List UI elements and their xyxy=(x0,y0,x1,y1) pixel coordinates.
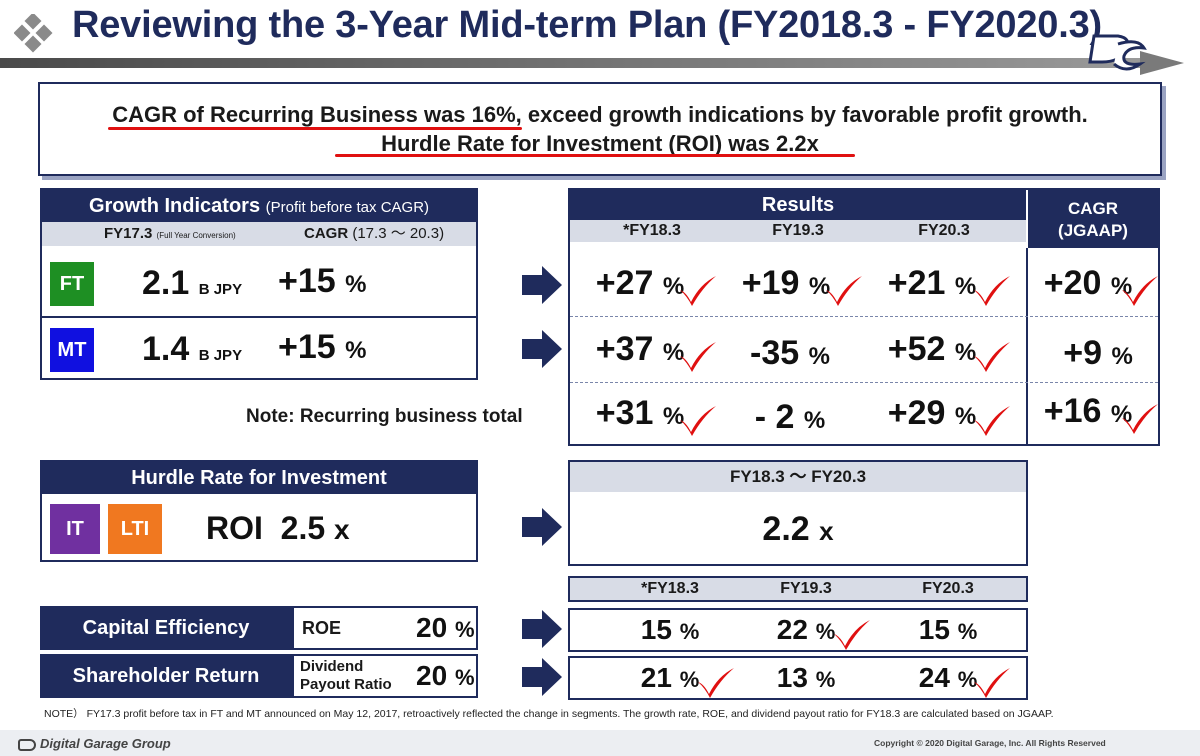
segment-ft-badge: FT xyxy=(50,262,94,306)
roe-target-box: ROE 20 % xyxy=(292,606,478,650)
title-arrow-icon xyxy=(1140,51,1184,75)
right-arrow-icon xyxy=(522,266,562,304)
ft-value: 2.1 B JPY xyxy=(142,264,243,302)
col-fy18: *FY18.3 xyxy=(641,580,699,597)
check-icon xyxy=(972,340,1012,372)
growth-indicators-header: Growth Indicators (Profit before tax CAG… xyxy=(42,190,476,222)
right-arrow-icon xyxy=(522,508,562,546)
summary-box: CAGR of Recurring Business was 16%, exce… xyxy=(38,82,1162,176)
footnote: NOTE） FY17.3 profit before tax in FT and… xyxy=(44,708,1054,720)
recurring-note: Note: Recurring business total xyxy=(246,406,523,427)
up-arrow-icon xyxy=(404,502,446,556)
shareholder-return-label: Shareholder Return xyxy=(40,654,292,698)
hurdle-result-box: FY18.3 ～ FY20.3 2.2 x xyxy=(568,460,1028,566)
col-fy18: *FY18.3 xyxy=(623,222,681,239)
mt-value: 1.4 B JPY xyxy=(142,330,243,368)
summary-line-1-rest: exceed growth indications by favorable p… xyxy=(521,102,1088,127)
mt-cagr: +15 % xyxy=(278,328,367,366)
payout-label: Dividend Payout Ratio xyxy=(300,658,392,693)
right-arrow-icon xyxy=(522,610,562,648)
dg-logo-icon xyxy=(1088,34,1147,71)
result-cell: - 2 % xyxy=(754,398,826,436)
col-fy19: FY19.3 xyxy=(772,222,824,239)
results-column-headers: *FY18.3 FY19.3 FY20.3 xyxy=(570,220,1026,242)
check-icon xyxy=(972,274,1012,306)
check-icon xyxy=(824,274,864,306)
title-diamond-icon xyxy=(14,14,53,53)
payout-target: 20 % xyxy=(416,660,475,691)
results-header: Results xyxy=(570,190,1026,220)
summary-line-1: CAGR of Recurring Business was 16%, exce… xyxy=(108,100,1088,130)
growth-indicators-panel: Growth Indicators (Profit before tax CAG… xyxy=(40,188,478,380)
result-cell: -35 % xyxy=(750,334,830,372)
footer-company: Digital Garage Group xyxy=(18,736,171,751)
roe-cell: 22 % xyxy=(776,614,836,645)
result-cell: +29 % xyxy=(887,394,977,432)
payout-results-row: 21 % 13 % 24 % xyxy=(568,656,1028,700)
cagr-jgaap-header: CAGR (JGAAP) xyxy=(1028,190,1158,248)
payout-target-box: Dividend Payout Ratio 20 % xyxy=(292,654,478,698)
summary-line-2: Hurdle Rate for Investment (ROI) was 2.2… xyxy=(335,129,855,158)
check-icon xyxy=(1120,274,1160,306)
check-icon xyxy=(972,404,1012,436)
result-cell: +27 % xyxy=(595,264,685,302)
row-divider xyxy=(42,316,476,318)
right-arrow-icon xyxy=(522,330,562,368)
check-icon xyxy=(678,404,718,436)
segment-lti-badge: LTI xyxy=(108,504,162,554)
check-icon xyxy=(696,666,736,698)
result-cell: +31 % xyxy=(595,394,685,432)
hurdle-period-header: FY18.3 ～ FY20.3 xyxy=(570,462,1026,492)
bottom-column-headers: *FY18.3 FY19.3 FY20.3 xyxy=(568,576,1028,602)
check-icon xyxy=(832,618,872,650)
copyright: Copyright © 2020 Digital Garage, Inc. Al… xyxy=(874,738,1106,748)
payout-cell: 21 % xyxy=(640,662,700,693)
row-divider xyxy=(570,382,1158,383)
roe-cell: 15 % xyxy=(918,614,978,645)
col-fy19: FY19.3 xyxy=(780,580,832,597)
footer-bar xyxy=(0,730,1200,756)
growth-indicators-subheader: FY17.3 (Full Year Conversion) CAGR (17.3… xyxy=(42,222,476,246)
hurdle-rate-panel: Hurdle Rate for Investment IT LTI ROI 2.… xyxy=(40,460,478,562)
col-fy20: FY20.3 xyxy=(918,222,970,239)
roe-target: 20 % xyxy=(416,612,475,643)
up-arrow-icon xyxy=(404,324,446,378)
fy-label: FY17.3 (Full Year Conversion) xyxy=(104,225,236,242)
result-cell: +52 % xyxy=(887,330,977,368)
roi-target: ROI 2.5 x xyxy=(206,510,350,546)
hurdle-rate-header: Hurdle Rate for Investment xyxy=(42,462,476,494)
cagr-label: CAGR (17.3 ～ 20.3) xyxy=(304,225,445,242)
col-fy20: FY20.3 xyxy=(922,580,974,597)
roe-cell: 15 % xyxy=(640,614,700,645)
ft-cagr: +15 % xyxy=(278,262,367,300)
row-divider xyxy=(570,316,1158,317)
capital-efficiency-label: Capital Efficiency xyxy=(40,606,292,650)
page-title: Reviewing the 3-Year Mid-term Plan (FY20… xyxy=(72,4,1102,46)
segment-it-badge: IT xyxy=(50,504,100,554)
title-underline-bar xyxy=(0,58,1150,68)
cagr-column-divider xyxy=(1026,248,1028,444)
up-arrow-icon xyxy=(404,260,446,314)
result-cell: +19 % xyxy=(741,264,831,302)
check-icon xyxy=(678,274,718,306)
check-icon xyxy=(1120,402,1160,434)
payout-cell: 13 % xyxy=(776,662,836,693)
cagr-cell: +9 % xyxy=(1063,334,1133,372)
check-icon xyxy=(972,666,1012,698)
summary-underlined-text: CAGR of Recurring Business was 16%, xyxy=(108,102,522,130)
check-icon xyxy=(678,340,718,372)
segment-mt-badge: MT xyxy=(50,328,94,372)
results-table: Results *FY18.3 FY19.3 FY20.3 CAGR (JGAAP… xyxy=(568,188,1160,446)
roe-results-row: 15 % 22 % 15 % xyxy=(568,608,1028,652)
roe-label: ROE xyxy=(302,618,342,638)
result-cell: +21 % xyxy=(887,264,977,302)
result-cell: +37 % xyxy=(595,330,685,368)
payout-cell: 24 % xyxy=(918,662,978,693)
roi-result: 2.2 x xyxy=(762,510,834,548)
dg-small-logo-icon xyxy=(18,738,36,751)
right-arrow-icon xyxy=(522,658,562,696)
